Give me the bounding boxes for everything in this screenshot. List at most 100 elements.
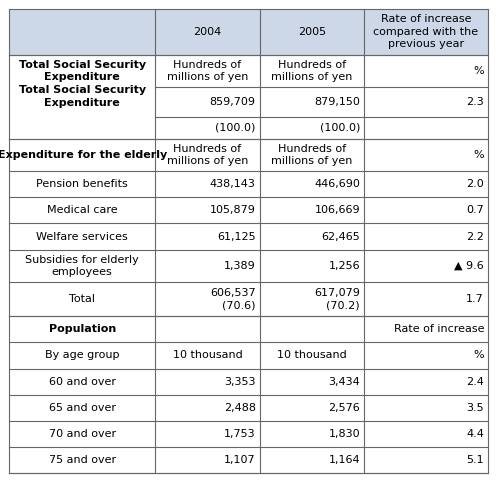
Bar bbox=[259, 369, 364, 395]
Bar bbox=[9, 282, 156, 316]
Bar bbox=[156, 369, 259, 395]
Text: 2.3: 2.3 bbox=[466, 97, 484, 107]
Bar bbox=[156, 224, 259, 250]
Bar bbox=[259, 139, 364, 171]
Bar bbox=[9, 55, 156, 87]
Bar bbox=[259, 197, 364, 224]
Bar bbox=[9, 395, 156, 421]
Text: (100.0): (100.0) bbox=[320, 122, 360, 133]
Bar bbox=[9, 342, 156, 369]
Bar bbox=[9, 316, 156, 342]
Bar bbox=[364, 369, 488, 395]
Bar bbox=[259, 87, 364, 117]
Bar bbox=[259, 447, 364, 473]
Text: 62,465: 62,465 bbox=[321, 231, 360, 241]
Bar bbox=[156, 87, 259, 117]
Text: 3,434: 3,434 bbox=[328, 376, 360, 387]
Bar bbox=[156, 447, 259, 473]
Text: Hundreds of
millions of yen: Hundreds of millions of yen bbox=[167, 60, 248, 82]
Bar bbox=[364, 447, 488, 473]
Bar bbox=[259, 342, 364, 369]
Bar bbox=[364, 316, 488, 342]
Bar bbox=[364, 282, 488, 316]
Bar bbox=[259, 171, 364, 197]
Bar bbox=[364, 250, 488, 282]
Text: Rate of increase: Rate of increase bbox=[394, 324, 484, 335]
Text: ▲ 9.6: ▲ 9.6 bbox=[454, 261, 484, 271]
Bar bbox=[9, 117, 156, 139]
Text: 106,669: 106,669 bbox=[314, 205, 360, 215]
Text: Total: Total bbox=[69, 294, 95, 304]
Text: 3.5: 3.5 bbox=[467, 403, 484, 413]
Text: %: % bbox=[474, 350, 484, 361]
Bar bbox=[364, 117, 488, 139]
Text: Expenditure for the elderly: Expenditure for the elderly bbox=[0, 150, 167, 160]
Bar bbox=[156, 117, 259, 139]
Text: 75 and over: 75 and over bbox=[49, 455, 116, 465]
Text: 2.4: 2.4 bbox=[466, 376, 484, 387]
Text: 105,879: 105,879 bbox=[210, 205, 255, 215]
Text: 2,488: 2,488 bbox=[224, 403, 255, 413]
Text: Population: Population bbox=[49, 324, 116, 335]
Bar bbox=[156, 395, 259, 421]
Text: 2005: 2005 bbox=[298, 27, 326, 37]
Bar bbox=[364, 171, 488, 197]
Text: By age group: By age group bbox=[45, 350, 119, 361]
Text: Total Social Security
Expenditure: Total Social Security Expenditure bbox=[18, 60, 146, 82]
Bar bbox=[364, 139, 488, 171]
Text: 10 thousand: 10 thousand bbox=[172, 350, 243, 361]
Bar bbox=[156, 316, 259, 342]
Text: 1,830: 1,830 bbox=[329, 429, 360, 439]
Bar bbox=[156, 282, 259, 316]
Bar bbox=[259, 224, 364, 250]
Bar bbox=[364, 9, 488, 55]
Text: 4.4: 4.4 bbox=[466, 429, 484, 439]
Text: Hundreds of
millions of yen: Hundreds of millions of yen bbox=[271, 144, 352, 166]
Text: 3,353: 3,353 bbox=[224, 376, 255, 387]
Text: %: % bbox=[474, 150, 484, 160]
Text: Welfare services: Welfare services bbox=[36, 231, 128, 241]
Text: 2.2: 2.2 bbox=[466, 231, 484, 241]
Bar bbox=[156, 342, 259, 369]
Text: 1,256: 1,256 bbox=[329, 261, 360, 271]
Bar bbox=[9, 369, 156, 395]
Text: 1.7: 1.7 bbox=[466, 294, 484, 304]
Text: 1,389: 1,389 bbox=[224, 261, 255, 271]
Text: Rate of increase
compared with the
previous year: Rate of increase compared with the previ… bbox=[373, 14, 479, 49]
Bar bbox=[9, 87, 156, 117]
Text: 2.0: 2.0 bbox=[466, 179, 484, 189]
Text: 70 and over: 70 and over bbox=[49, 429, 116, 439]
Bar bbox=[259, 316, 364, 342]
Bar bbox=[9, 447, 156, 473]
Text: 1,753: 1,753 bbox=[224, 429, 255, 439]
Text: Medical care: Medical care bbox=[47, 205, 117, 215]
Bar bbox=[259, 117, 364, 139]
Text: %: % bbox=[474, 66, 484, 76]
Text: 879,150: 879,150 bbox=[314, 97, 360, 107]
Bar bbox=[156, 55, 259, 87]
Text: Hundreds of
millions of yen: Hundreds of millions of yen bbox=[167, 144, 248, 166]
Bar bbox=[364, 342, 488, 369]
Bar bbox=[9, 421, 156, 447]
Text: Subsidies for elderly
employees: Subsidies for elderly employees bbox=[25, 254, 139, 277]
Text: 859,709: 859,709 bbox=[210, 97, 255, 107]
Bar bbox=[156, 139, 259, 171]
Bar bbox=[9, 139, 156, 171]
Bar bbox=[156, 9, 259, 55]
Bar bbox=[364, 224, 488, 250]
Bar bbox=[9, 250, 156, 282]
Text: 606,537
(70.6): 606,537 (70.6) bbox=[210, 288, 255, 310]
Text: 5.1: 5.1 bbox=[467, 455, 484, 465]
Text: 438,143: 438,143 bbox=[210, 179, 255, 189]
Bar bbox=[364, 87, 488, 117]
Bar bbox=[9, 9, 156, 55]
Bar bbox=[259, 9, 364, 55]
Bar bbox=[156, 197, 259, 224]
Text: 0.7: 0.7 bbox=[466, 205, 484, 215]
Text: 446,690: 446,690 bbox=[314, 179, 360, 189]
Bar bbox=[259, 421, 364, 447]
Bar bbox=[9, 197, 156, 224]
Text: 1,164: 1,164 bbox=[329, 455, 360, 465]
Text: (100.0): (100.0) bbox=[215, 122, 255, 133]
Bar bbox=[364, 197, 488, 224]
